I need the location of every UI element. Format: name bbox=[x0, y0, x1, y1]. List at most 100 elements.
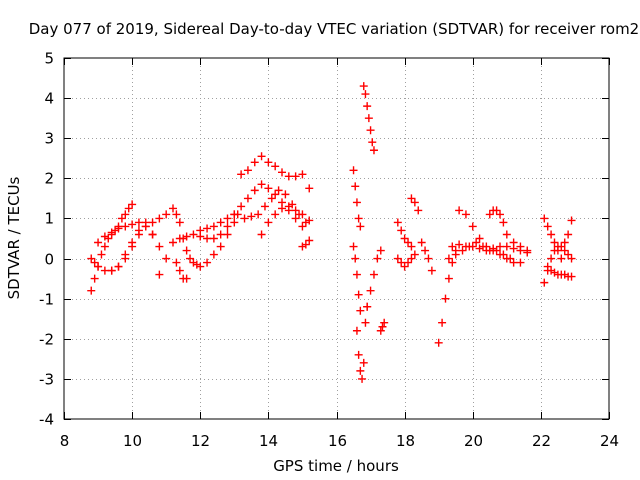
data-point-arc-11-0 bbox=[240, 214, 249, 223]
data-point-arc-02-11 bbox=[155, 214, 164, 223]
data-point-arc-28-8 bbox=[502, 242, 511, 251]
gridlines bbox=[64, 58, 609, 419]
data-point-arc-12-3 bbox=[278, 204, 286, 213]
data-point-arc-11-1 bbox=[247, 212, 256, 221]
data-point-arc-18-6 bbox=[369, 146, 378, 155]
y-tick-label: 1 bbox=[44, 210, 54, 228]
data-point-arc-15-4 bbox=[359, 358, 368, 367]
data-point-arc-04-1 bbox=[114, 262, 123, 271]
data-point-arc-17-2 bbox=[369, 270, 378, 279]
data-point-arc-28-11 bbox=[523, 248, 532, 257]
data-point-arc-26-6 bbox=[496, 250, 504, 259]
data-point-arc-28-7 bbox=[496, 242, 504, 251]
data-point-arc-30-8 bbox=[567, 254, 576, 263]
x-tick-label: 20 bbox=[464, 432, 483, 450]
data-point-arc-03-5 bbox=[128, 220, 137, 229]
data-point-arc-08-4 bbox=[223, 214, 232, 223]
data-point-arc-05-0 bbox=[169, 204, 177, 213]
data-point-arc-06-1 bbox=[175, 234, 184, 243]
x-tick-label: 12 bbox=[191, 432, 210, 450]
y-tick-label: 0 bbox=[44, 251, 54, 269]
data-point-arc-22-2 bbox=[414, 206, 423, 215]
x-tick-label: 10 bbox=[123, 432, 142, 450]
data-point-arc-28-0 bbox=[448, 242, 457, 251]
data-point-arc-07-0 bbox=[172, 258, 181, 267]
data-point-arc-24-3 bbox=[444, 274, 453, 283]
y-tick-label: 3 bbox=[44, 130, 54, 148]
data-point-arc-15-5 bbox=[361, 318, 370, 327]
data-point-arc-05-2 bbox=[175, 218, 184, 227]
data-point-arc-04-7 bbox=[155, 270, 164, 279]
data-point-arc-01-9 bbox=[117, 214, 126, 223]
data-point-arc-29-2 bbox=[547, 230, 556, 239]
x-tick-label: 18 bbox=[396, 432, 415, 450]
data-point-arc-08-0 bbox=[196, 226, 205, 235]
data-point-arc-14-4 bbox=[356, 222, 365, 231]
data-point-arc-01-12 bbox=[128, 200, 137, 209]
data-point-arc-18-5 bbox=[368, 138, 377, 147]
data-point-arc-27-3 bbox=[496, 210, 504, 219]
data-point-arc-14-2 bbox=[352, 198, 361, 207]
data-point-arc-26-2 bbox=[468, 222, 477, 231]
data-point-arc-10-1 bbox=[243, 194, 252, 203]
data-point-arc-28-10 bbox=[516, 246, 525, 255]
data-point-arc-04-2 bbox=[121, 250, 130, 259]
data-point-arc-09-8 bbox=[291, 172, 300, 181]
data-point-arc-16-4 bbox=[356, 306, 365, 315]
data-point-arc-12-7 bbox=[305, 216, 314, 225]
y-tick-label: 5 bbox=[44, 50, 54, 68]
data-point-arc-32-0 bbox=[560, 238, 569, 247]
data-point-arc-04-6 bbox=[148, 230, 157, 239]
data-point-arc-09-7 bbox=[284, 172, 293, 181]
data-point-arc-05-10 bbox=[209, 250, 218, 259]
data-point-arc-03-3 bbox=[114, 224, 123, 233]
data-point-arc-08-3 bbox=[216, 218, 225, 227]
y-axis-title: SDTVAR / TECUs bbox=[5, 176, 23, 299]
y-tick-label: -3 bbox=[39, 371, 54, 389]
data-point-arc-28-2 bbox=[461, 242, 470, 251]
data-point-arc-26-7 bbox=[502, 254, 511, 263]
data-point-arc-28-6 bbox=[489, 244, 498, 253]
data-point-arc-10-4 bbox=[264, 184, 273, 193]
data-point-arc-03-1 bbox=[100, 232, 109, 241]
data-point-arc-01-4 bbox=[100, 242, 109, 251]
data-point-arc-02-3 bbox=[100, 266, 109, 275]
data-point-arc-18-0 bbox=[359, 82, 368, 91]
data-point-arc-06-6 bbox=[209, 234, 218, 243]
data-point-arc-03-10 bbox=[162, 254, 171, 263]
data-point-arc-12-5 bbox=[291, 206, 300, 215]
data-point-arc-08-1 bbox=[203, 224, 212, 233]
data-point-arc-15-3 bbox=[358, 374, 367, 383]
data-point-arc-23-0 bbox=[417, 238, 426, 247]
x-axis-title: GPS time / hours bbox=[273, 457, 399, 475]
y-tick-label: -4 bbox=[39, 411, 54, 429]
data-point-arc-11-4 bbox=[267, 194, 276, 203]
data-point-arc-31-0 bbox=[543, 262, 552, 271]
data-point-arc-19-1 bbox=[378, 322, 387, 331]
data-point-arc-18-3 bbox=[364, 114, 373, 123]
data-point-arc-25-2 bbox=[458, 246, 467, 255]
data-point-arc-01-1 bbox=[90, 274, 99, 283]
data-point-arc-11-5 bbox=[274, 186, 283, 195]
y-tick-label: -2 bbox=[39, 331, 54, 349]
data-point-arc-23-2 bbox=[424, 254, 433, 263]
data-point-arc-20-4 bbox=[407, 242, 416, 251]
data-point-arc-21-4 bbox=[407, 254, 416, 263]
data-point-arc-02-2 bbox=[94, 262, 103, 271]
data-point-arc-28-3 bbox=[468, 242, 477, 251]
data-point-arc-21-0 bbox=[393, 254, 402, 263]
data-point-arc-01-3 bbox=[97, 250, 106, 259]
data-point-arc-03-0 bbox=[94, 238, 103, 247]
data-point-arc-09-6 bbox=[278, 168, 286, 177]
data-point-arc-22-1 bbox=[410, 198, 419, 207]
data-point-arc-21-3 bbox=[404, 258, 413, 267]
data-point-arc-04-5 bbox=[141, 218, 150, 227]
data-point-arc-03-6 bbox=[134, 218, 143, 227]
data-point-arc-03-9 bbox=[155, 242, 164, 251]
data-point-arc-15-2 bbox=[356, 366, 365, 375]
data-point-arc-08-2 bbox=[209, 222, 218, 231]
data-point-arc-12-2 bbox=[271, 210, 280, 219]
data-point-arc-14-3 bbox=[354, 214, 363, 223]
data-point-arc-31-7 bbox=[567, 272, 576, 281]
